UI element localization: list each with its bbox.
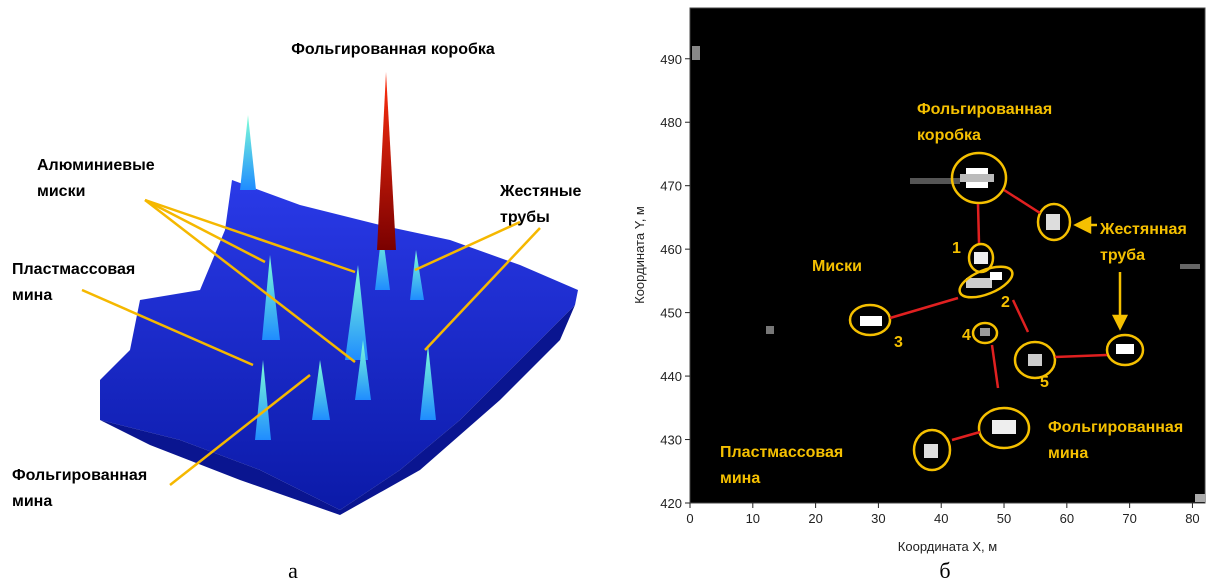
x-tick-label: 10 [746, 511, 760, 526]
x-tick-label: 0 [686, 511, 693, 526]
annotation: мина [1048, 445, 1088, 462]
annotation: Фольгированная коробка [291, 41, 495, 58]
x-tick-label: 80 [1185, 511, 1199, 526]
annotation: труба [1100, 247, 1145, 264]
x-tick-label: 30 [871, 511, 885, 526]
annotation: мина [720, 470, 760, 487]
annotation: 3 [894, 334, 903, 351]
y-tick-label: 450 [660, 306, 682, 321]
y-axis-label: Координата Y, м [632, 206, 647, 304]
annotation: Пластмассовая [12, 261, 135, 278]
annotation: Фольгированная [917, 101, 1052, 118]
y-tick-label: 420 [660, 496, 682, 511]
annotation: трубы [500, 209, 550, 226]
y-tick-label: 480 [660, 115, 682, 130]
figure: Фольгированная коробка Алюминиевые миски Же… [0, 0, 1213, 587]
annotation: Жестяные [499, 183, 582, 200]
panel-label: а [288, 558, 298, 583]
annotation: коробка [917, 127, 981, 144]
y-tick-label: 490 [660, 52, 682, 67]
annotation: 1 [952, 240, 961, 257]
annotation: Фольгированная [12, 467, 147, 484]
x-tick-label: 20 [808, 511, 822, 526]
annotation: Жестянная [1099, 221, 1187, 238]
annotation: Фольгированная [1048, 419, 1183, 436]
annotation: Миски [812, 258, 862, 275]
surface-plot [100, 72, 578, 515]
annotation: Алюминиевые [37, 157, 155, 174]
y-tick-label: 460 [660, 242, 682, 257]
panel-label: б [939, 558, 950, 583]
x-tick-label: 60 [1060, 511, 1074, 526]
x-tick-label: 50 [997, 511, 1011, 526]
annotation: 5 [1040, 374, 1049, 391]
x-tick-label: 40 [934, 511, 948, 526]
annotation: 4 [962, 327, 971, 344]
x-tick-label: 70 [1122, 511, 1136, 526]
y-tick-label: 440 [660, 369, 682, 384]
y-tick-label: 430 [660, 433, 682, 448]
x-axis-label: Координата X, м [898, 539, 997, 554]
annotation: Пластмассовая [720, 444, 843, 461]
y-tick-label: 470 [660, 179, 682, 194]
annotation: 2 [1001, 294, 1010, 311]
annotation: мина [12, 493, 52, 510]
annotation: мина [12, 287, 52, 304]
annotation: миски [37, 183, 85, 200]
